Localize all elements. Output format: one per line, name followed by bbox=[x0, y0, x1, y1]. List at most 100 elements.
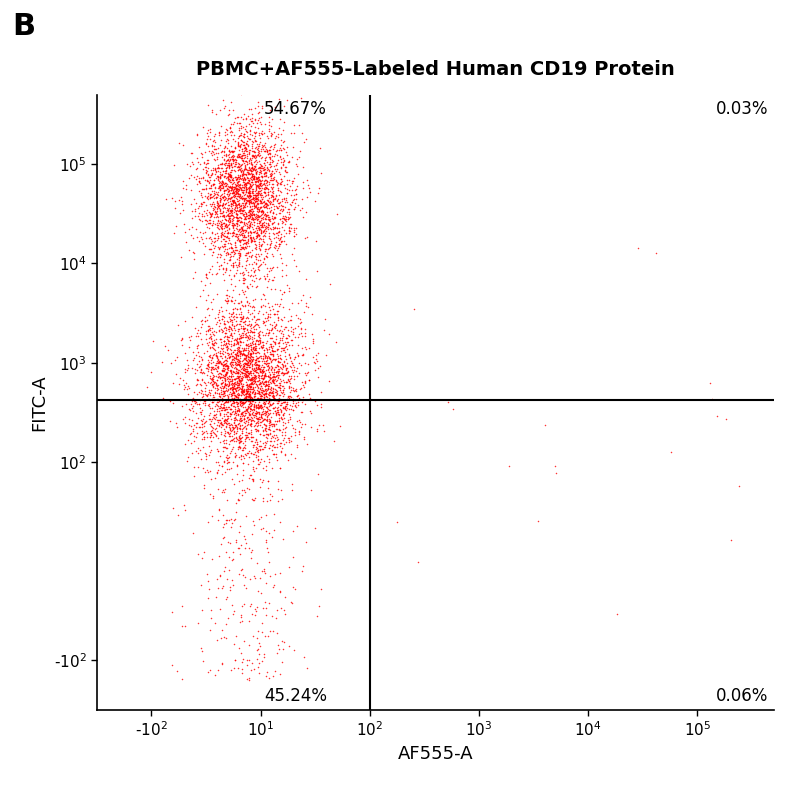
Point bbox=[253, 363, 266, 376]
Point bbox=[239, 388, 252, 401]
Point bbox=[229, 154, 242, 166]
Point bbox=[197, 182, 210, 195]
Point bbox=[292, 398, 305, 411]
Point bbox=[270, 260, 283, 273]
Point bbox=[276, 380, 289, 393]
Point bbox=[243, 355, 256, 368]
Point bbox=[260, 337, 272, 350]
Point bbox=[211, 346, 224, 358]
Point bbox=[237, 154, 250, 166]
Point bbox=[197, 394, 210, 407]
Point bbox=[188, 429, 201, 442]
Point bbox=[259, 329, 272, 342]
Point bbox=[245, 129, 258, 141]
Point bbox=[256, 443, 269, 455]
Point bbox=[283, 174, 296, 186]
Point bbox=[285, 448, 297, 461]
Point bbox=[214, 428, 227, 440]
Point bbox=[262, 341, 275, 353]
Point bbox=[243, 257, 256, 270]
Point bbox=[209, 387, 222, 399]
Point bbox=[240, 330, 253, 342]
Point bbox=[226, 181, 239, 194]
Point bbox=[181, 158, 193, 170]
Point bbox=[241, 195, 254, 208]
Point bbox=[208, 240, 221, 252]
Point bbox=[239, 315, 251, 327]
Point bbox=[246, 373, 259, 386]
Point bbox=[250, 149, 263, 162]
Point bbox=[243, 390, 256, 402]
Point bbox=[251, 197, 264, 210]
Point bbox=[237, 323, 250, 335]
Point bbox=[262, 242, 275, 255]
Point bbox=[196, 417, 209, 430]
Point bbox=[172, 509, 185, 522]
Point bbox=[227, 270, 240, 282]
Point bbox=[227, 181, 240, 193]
Point bbox=[260, 174, 272, 186]
Point bbox=[240, 392, 253, 405]
Point bbox=[214, 347, 226, 360]
Point bbox=[226, 405, 239, 417]
Point bbox=[225, 204, 238, 217]
Point bbox=[233, 215, 246, 228]
Point bbox=[214, 368, 227, 380]
Point bbox=[221, 161, 234, 174]
Point bbox=[217, 361, 230, 374]
Point bbox=[262, 474, 275, 487]
Point bbox=[286, 194, 299, 207]
Point bbox=[213, 207, 226, 219]
Point bbox=[194, 452, 207, 465]
Point bbox=[256, 374, 268, 387]
Point bbox=[231, 232, 244, 245]
Point bbox=[241, 385, 254, 398]
Point bbox=[235, 424, 248, 437]
Point bbox=[195, 552, 208, 565]
Point bbox=[231, 422, 243, 435]
Point bbox=[206, 379, 218, 391]
Point bbox=[251, 327, 264, 340]
Point bbox=[246, 111, 259, 124]
Point bbox=[275, 128, 288, 140]
Point bbox=[227, 118, 240, 131]
Point bbox=[246, 114, 259, 127]
Point bbox=[228, 376, 241, 389]
Point bbox=[232, 371, 245, 383]
Point bbox=[231, 357, 244, 370]
Point bbox=[276, 342, 289, 355]
Point bbox=[259, 431, 272, 443]
Point bbox=[265, 348, 278, 361]
Point bbox=[272, 342, 285, 355]
Point bbox=[269, 375, 282, 387]
Point bbox=[225, 205, 238, 218]
Point bbox=[239, 368, 251, 380]
Point bbox=[223, 174, 236, 186]
Point bbox=[231, 336, 244, 349]
Point bbox=[236, 383, 249, 396]
Point bbox=[282, 314, 295, 327]
Point bbox=[239, 349, 252, 361]
Point bbox=[237, 378, 250, 391]
Point bbox=[212, 367, 225, 380]
Point bbox=[312, 187, 325, 200]
Point bbox=[231, 185, 244, 197]
Point bbox=[243, 383, 256, 395]
Point bbox=[221, 425, 234, 438]
Point bbox=[228, 178, 241, 190]
Point bbox=[266, 397, 279, 409]
Point bbox=[239, 387, 251, 400]
Point bbox=[206, 413, 218, 425]
Point bbox=[197, 284, 210, 297]
Point bbox=[201, 133, 214, 145]
Point bbox=[223, 331, 236, 343]
Point bbox=[227, 226, 240, 239]
Point bbox=[280, 367, 293, 380]
Point bbox=[255, 248, 268, 260]
Point bbox=[272, 392, 285, 405]
Point bbox=[269, 384, 282, 397]
Point bbox=[218, 423, 231, 436]
Point bbox=[233, 413, 246, 425]
Point bbox=[212, 200, 225, 212]
Point bbox=[214, 199, 226, 211]
